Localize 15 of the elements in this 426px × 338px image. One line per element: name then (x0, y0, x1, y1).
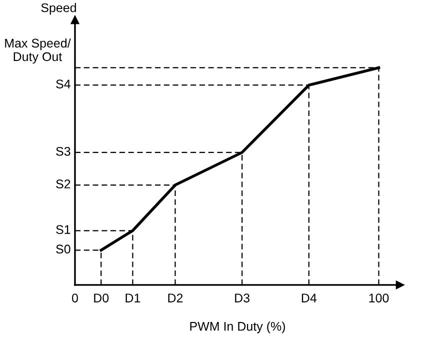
ref-line-label: S2 (56, 180, 70, 188)
ref-line-label: S1 (56, 225, 70, 234)
ref-line-label: S3 (56, 146, 70, 156)
x-tick-label: D4 (302, 294, 317, 302)
x-tick-label: D2 (168, 294, 183, 302)
ref-line-label: S0 (56, 244, 70, 254)
x-axis-title: PWM In Duty (%) (190, 322, 285, 334)
x-tick-label: 100 (369, 294, 389, 302)
x-tick-label: 0 (72, 294, 78, 302)
x-tick-label: D0 (94, 294, 109, 302)
y-axis-title: Speed (41, 2, 76, 15)
ref-line-label: S4 (56, 80, 70, 88)
x-tick-label: D1 (126, 294, 140, 302)
x-tick-label: D3 (235, 294, 250, 302)
ref-line-label: Max Speed/ Duty Out (5, 38, 71, 64)
